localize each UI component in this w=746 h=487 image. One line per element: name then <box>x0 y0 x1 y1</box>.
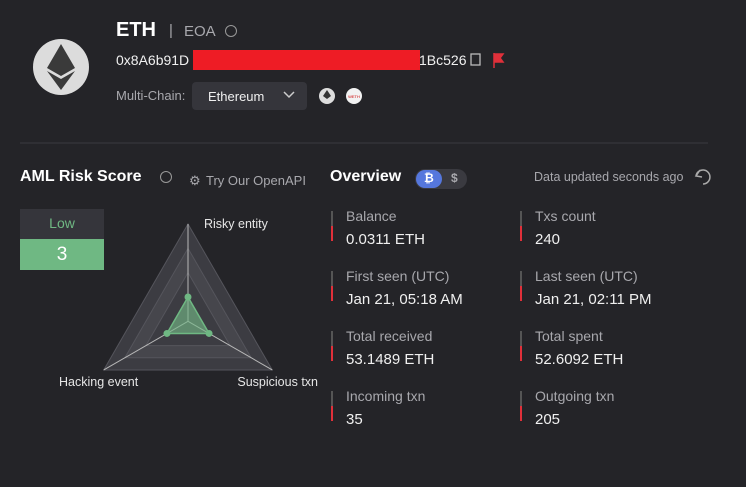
risk-level: Low <box>49 215 75 231</box>
risk-score-box <box>20 239 104 270</box>
radar-area <box>165 295 211 335</box>
indicator-bar <box>331 391 333 421</box>
multichain-label: Multi-Chain: <box>116 88 186 103</box>
currency-btc[interactable]: ₿ <box>424 171 434 185</box>
info-icon <box>160 171 172 183</box>
radar-label: Suspicious txn <box>237 375 318 389</box>
api-link[interactable]: Try Our OpenAPI <box>206 173 306 188</box>
separator: | <box>169 22 173 39</box>
weth-icon <box>346 88 362 104</box>
risk-score: 3 <box>56 244 68 265</box>
info-icon <box>225 25 237 37</box>
indicator-bar <box>520 331 522 361</box>
account-type: EOA <box>184 23 216 40</box>
title: ETH <box>116 19 156 41</box>
item-value: Jan 21, 05:18 AM <box>346 291 463 308</box>
item-label: Total received <box>346 328 433 344</box>
item-label: First seen (UTC) <box>346 268 450 284</box>
item-label: Outgoing txn <box>535 388 615 404</box>
item-value: Jan 21, 02:11 PM <box>535 291 652 308</box>
item-label: Balance <box>346 208 397 224</box>
item-value: 53.1489 ETH <box>346 351 435 368</box>
eth-chain-mark <box>323 90 331 99</box>
item-label: Last seen (UTC) <box>535 268 638 284</box>
overview-title: Overview <box>330 168 402 185</box>
item-value: 52.6092 ETH <box>535 351 624 368</box>
radar-label: Hacking event <box>59 375 139 389</box>
item-value: 0.0311 ETH <box>346 231 425 248</box>
item-label: Incoming txn <box>346 388 426 404</box>
eth-logo-top <box>47 44 75 76</box>
radar-point <box>205 329 213 337</box>
chain-select-text[interactable]: Ethereum <box>208 89 265 104</box>
indicator-bar <box>520 211 522 241</box>
updated-text: Data updated seconds ago <box>534 170 684 184</box>
currency-usd[interactable]: $ <box>451 171 458 185</box>
dropdown-arrow[interactable] <box>283 91 295 99</box>
radar-point <box>184 293 192 301</box>
radar-label: Risky entity <box>204 217 269 231</box>
item-label: Total spent <box>535 328 603 344</box>
currency-active[interactable] <box>416 170 442 188</box>
eth-logo-bottom <box>47 71 75 90</box>
address-end: 1Bc526 <box>419 52 467 68</box>
flag-icon[interactable] <box>493 53 505 68</box>
indicator-bar <box>331 271 333 301</box>
refresh-icon[interactable] <box>694 169 711 185</box>
chain-select[interactable] <box>192 82 307 110</box>
item-label: Txs count <box>535 208 596 224</box>
weth-text: WETH <box>348 94 360 99</box>
radar-point <box>163 329 171 337</box>
indicator-bar <box>520 271 522 301</box>
address-start: 0x8A6b91D <box>116 52 190 68</box>
copy-icon[interactable] <box>470 53 481 66</box>
risk-level-box <box>20 209 104 239</box>
item-value: 240 <box>535 231 561 248</box>
indicator-bar <box>331 331 333 361</box>
item-value: 205 <box>535 411 561 428</box>
item-value: 35 <box>346 411 363 428</box>
api-icon[interactable]: ⚙ <box>189 173 201 188</box>
indicator-bar <box>331 211 333 241</box>
redaction <box>193 50 420 70</box>
aml-title: AML Risk Score <box>20 168 142 185</box>
radar-chart: Risky entity Suspicious txn Hacking event <box>59 217 318 389</box>
indicator-bar <box>520 391 522 421</box>
